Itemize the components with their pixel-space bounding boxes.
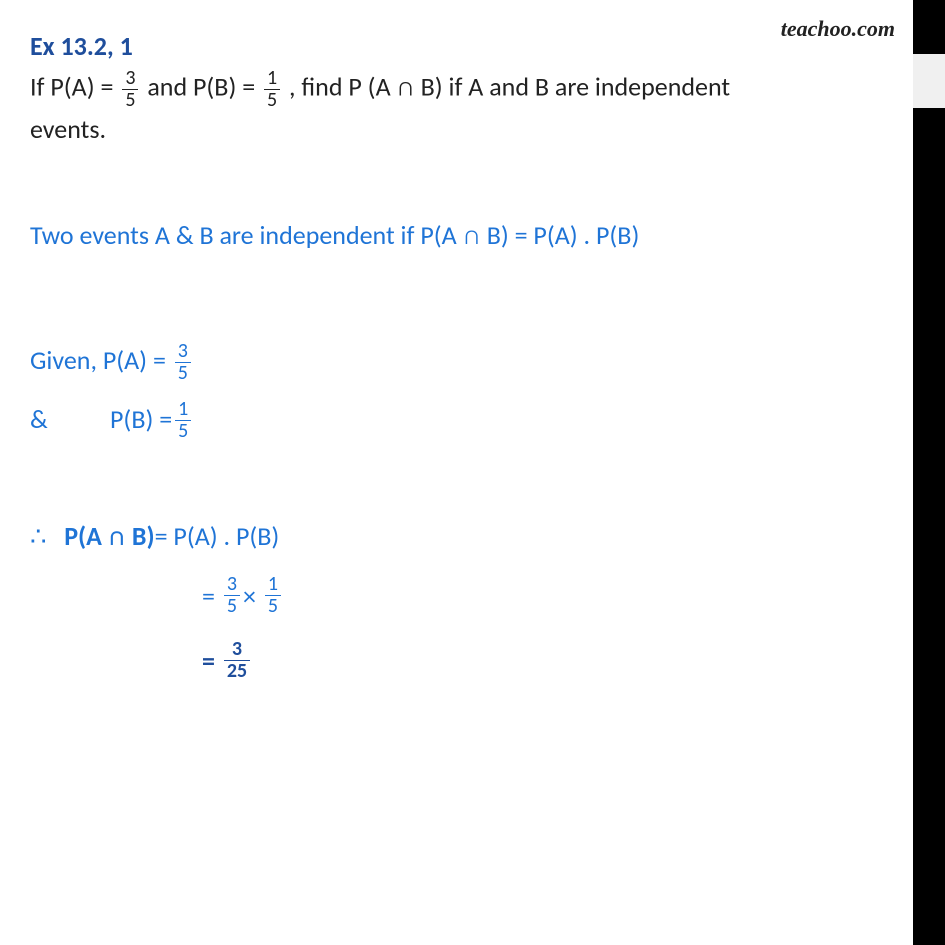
frac-num: 3 xyxy=(122,68,138,89)
independence-rule: Two events A & B are independent if P(A … xyxy=(30,219,890,251)
times-symbol: × xyxy=(243,580,256,612)
therefore-symbol: ∴ xyxy=(30,520,47,552)
frac-den: 5 xyxy=(175,362,191,384)
frac-num: 3 xyxy=(229,639,245,660)
frac-num: 1 xyxy=(264,68,280,89)
frac-den: 5 xyxy=(122,89,138,111)
solution-block: ∴ P(A ∩ B) = P(A) . P(B) = 35 × 15 = 325 xyxy=(30,520,890,682)
question-line1-post: , find P (A ∩ B) if A and B are independ… xyxy=(283,71,730,103)
solution-line1: ∴ P(A ∩ B) = P(A) . P(B) xyxy=(30,520,890,552)
frac-den: 5 xyxy=(265,595,281,617)
given-pb-label: P(B) = xyxy=(110,390,172,450)
frac-num: 3 xyxy=(224,574,240,595)
solution-line3: = 325 xyxy=(202,639,890,682)
sidebar-black-bottom xyxy=(913,108,945,945)
solution-rhs1: = P(A) . P(B) xyxy=(155,520,280,552)
given-block: Given, P(A) = 35 & P(B) = 15 xyxy=(30,331,890,451)
fraction-pa: 35 xyxy=(122,68,138,111)
frac-den: 25 xyxy=(224,660,250,682)
solution-line2: = 35 × 15 xyxy=(202,574,890,617)
given-pb-row: & P(B) = 15 xyxy=(30,390,890,450)
question-text: If P(A) = 35 and P(B) = 15 , find P (A ∩… xyxy=(30,68,890,149)
fraction-sol-f1: 35 xyxy=(224,574,240,617)
frac-den: 5 xyxy=(264,89,280,111)
question-line1-pre: If P(A) = xyxy=(30,71,119,103)
frac-num: 1 xyxy=(175,399,191,420)
solution-lhs: P(A ∩ B) xyxy=(64,520,154,552)
frac-den: 5 xyxy=(224,595,240,617)
question-line2: events. xyxy=(30,111,890,149)
given-pa-label: Given, P(A) = xyxy=(30,344,172,376)
exercise-title: Ex 13.2, 1 xyxy=(30,30,890,62)
ampersand: & xyxy=(30,390,110,450)
fraction-answer: 325 xyxy=(224,639,250,682)
question-line1-mid: and P(B) = xyxy=(141,71,261,103)
equals-sign: = xyxy=(202,580,215,612)
sidebar-black-top xyxy=(913,0,945,54)
equals-sign-bold: = xyxy=(202,645,215,677)
fraction-given-pb: 15 xyxy=(175,399,191,442)
fraction-given-pa: 35 xyxy=(175,341,191,384)
fraction-pb: 15 xyxy=(264,68,280,111)
main-content: Ex 13.2, 1 If P(A) = 35 and P(B) = 15 , … xyxy=(30,30,890,704)
fraction-sol-f2: 15 xyxy=(265,574,281,617)
frac-den: 5 xyxy=(175,420,191,442)
frac-num: 1 xyxy=(265,574,281,595)
frac-num: 3 xyxy=(175,341,191,362)
given-pa-row: Given, P(A) = 35 xyxy=(30,331,890,391)
